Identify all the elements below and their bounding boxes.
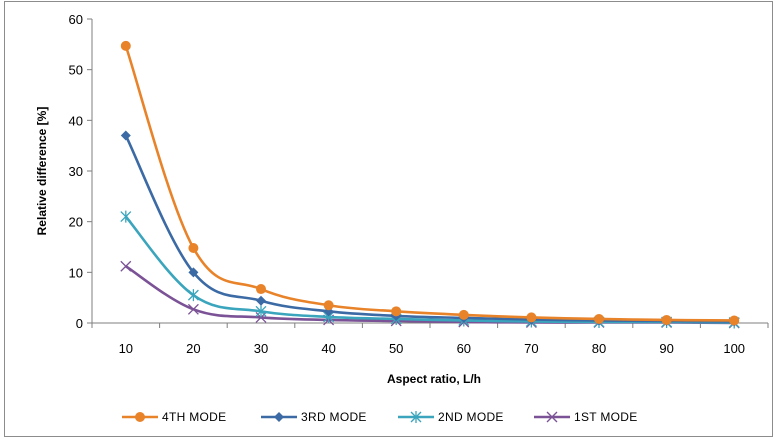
data-point-3rd-mode (188, 267, 199, 278)
legend-label-1st-mode: 1ST MODE (574, 410, 638, 424)
y-axis-title: Relative difference [%] (35, 107, 49, 236)
data-point-1st-mode (187, 303, 199, 315)
data-point-4th-mode (188, 243, 199, 254)
legend-label-4th-mode: 4TH MODE (162, 410, 226, 424)
y-tick-label: 60 (69, 12, 83, 27)
legend-item-3rd-mode: 3RD MODE (261, 410, 367, 424)
data-point-4th-mode (729, 315, 740, 326)
legend-marker-3rd-mode (274, 412, 284, 422)
data-point-4th-mode (256, 284, 266, 295)
x-tick-label: 70 (524, 341, 538, 356)
y-tick-label: 20 (69, 215, 83, 230)
legend-marker-4th-mode (135, 412, 145, 422)
series-line-2nd-mode (124, 215, 735, 324)
legend-marker-2nd-mode (410, 411, 422, 423)
y-tick-label: 30 (69, 164, 83, 179)
x-tick-label: 40 (321, 341, 335, 356)
data-point-4th-mode (120, 40, 131, 51)
x-tick-label: 60 (457, 341, 471, 356)
data-point-4th-mode (391, 306, 402, 317)
series-4th-mode (120, 40, 740, 326)
legend-label-3rd-mode: 3RD MODE (301, 410, 367, 424)
data-point-4th-mode (526, 312, 537, 323)
x-tick-label: 10 (119, 341, 133, 356)
data-point-2nd-mode (255, 305, 267, 318)
series-2nd-mode (120, 210, 740, 329)
x-tick-label: 50 (389, 341, 403, 356)
legend-label-2nd-mode: 2ND MODE (438, 410, 504, 424)
y-tick-label: 50 (69, 63, 83, 78)
y-tick-label: 0 (76, 316, 83, 331)
series-3rd-mode (120, 130, 740, 327)
series-line-3rd-mode (124, 134, 735, 323)
data-point-4th-mode (323, 300, 334, 311)
x-tick-label: 90 (659, 341, 673, 356)
data-point-4th-mode (594, 313, 604, 324)
x-axis-title: Aspect ratio, L/h (387, 372, 481, 386)
series-line-4th-mode (124, 45, 735, 322)
x-tick-label: 20 (186, 341, 200, 356)
y-tick-label: 10 (69, 265, 83, 280)
data-point-2nd-mode (187, 289, 199, 302)
legend-item-4th-mode: 4TH MODE (122, 410, 226, 424)
y-tick-label: 40 (69, 113, 83, 128)
legend-marker-1st-mode (546, 411, 558, 423)
x-tick-label: 100 (723, 341, 745, 356)
legend-item-2nd-mode: 2ND MODE (398, 410, 504, 424)
data-point-4th-mode (661, 314, 672, 325)
data-point-3rd-mode (256, 295, 266, 306)
x-tick-label: 80 (592, 341, 606, 356)
legend-item-1st-mode: 1ST MODE (534, 410, 638, 424)
chart-frame (4, 1, 773, 437)
data-point-3rd-mode (120, 130, 131, 141)
data-point-2nd-mode (120, 210, 132, 223)
data-point-4th-mode (458, 309, 469, 320)
data-point-1st-mode (120, 260, 132, 272)
x-tick-label: 30 (254, 341, 268, 356)
